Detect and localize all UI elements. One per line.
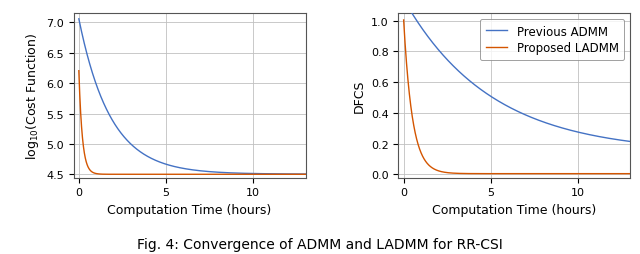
Previous ADMM bbox=[482, 92, 490, 95]
Previous ADMM bbox=[627, 140, 634, 144]
Proposed LADMM bbox=[411, 131, 419, 134]
Line: Previous ADMM: Previous ADMM bbox=[404, 0, 630, 142]
Previous ADMM bbox=[400, 0, 408, 2]
Y-axis label: log$_{10}$(Cost Function): log$_{10}$(Cost Function) bbox=[24, 33, 40, 159]
Proposed LADMM bbox=[544, 172, 552, 176]
Previous ADMM bbox=[411, 18, 419, 21]
Line: Proposed LADMM: Proposed LADMM bbox=[404, 21, 630, 174]
Y-axis label: DFCS: DFCS bbox=[353, 79, 365, 113]
Legend: Previous ADMM, Proposed LADMM: Previous ADMM, Proposed LADMM bbox=[480, 20, 625, 61]
Proposed LADMM bbox=[400, 19, 408, 22]
Previous ADMM bbox=[534, 119, 541, 122]
Previous ADMM bbox=[580, 132, 588, 135]
Proposed LADMM bbox=[534, 172, 541, 176]
Proposed LADMM bbox=[580, 172, 588, 176]
Previous ADMM bbox=[544, 122, 552, 125]
Previous ADMM bbox=[568, 130, 575, 133]
Proposed LADMM bbox=[627, 172, 634, 176]
Proposed LADMM bbox=[568, 172, 575, 176]
X-axis label: Computation Time (hours): Computation Time (hours) bbox=[108, 203, 272, 216]
Proposed LADMM bbox=[482, 172, 490, 176]
Text: Fig. 4: Convergence of ADMM and LADMM for RR-CSI: Fig. 4: Convergence of ADMM and LADMM fo… bbox=[137, 237, 503, 251]
X-axis label: Computation Time (hours): Computation Time (hours) bbox=[432, 203, 596, 216]
